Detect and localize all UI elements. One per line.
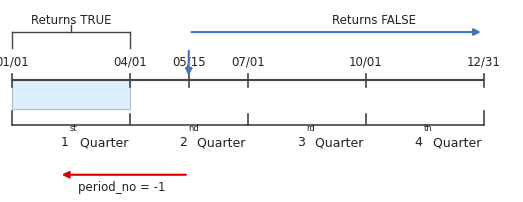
Text: 12/31: 12/31 — [467, 56, 501, 69]
Text: 1: 1 — [61, 136, 69, 149]
Text: period_no = -1: period_no = -1 — [78, 181, 166, 194]
Text: 10/01: 10/01 — [349, 56, 383, 69]
Text: rd: rd — [306, 124, 315, 133]
Text: Quarter: Quarter — [75, 136, 128, 149]
Text: Quarter: Quarter — [429, 136, 482, 149]
Text: nd: nd — [188, 124, 199, 133]
Text: 04/01: 04/01 — [113, 56, 146, 69]
Text: 07/01: 07/01 — [231, 56, 265, 69]
Text: Quarter: Quarter — [311, 136, 364, 149]
Text: 3: 3 — [297, 136, 305, 149]
Text: st: st — [70, 124, 77, 133]
Text: Returns FALSE: Returns FALSE — [332, 14, 416, 27]
Text: 2: 2 — [179, 136, 187, 149]
Text: Quarter: Quarter — [194, 136, 246, 149]
Text: 01/01: 01/01 — [0, 56, 29, 69]
FancyBboxPatch shape — [12, 80, 130, 109]
Text: th: th — [424, 124, 433, 133]
Text: 05/15: 05/15 — [172, 56, 206, 69]
Text: 4: 4 — [415, 136, 423, 149]
Text: Returns TRUE: Returns TRUE — [30, 14, 111, 27]
